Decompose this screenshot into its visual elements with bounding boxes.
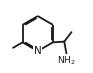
Text: NH$_2$: NH$_2$ bbox=[57, 54, 76, 67]
Text: N: N bbox=[34, 46, 42, 56]
